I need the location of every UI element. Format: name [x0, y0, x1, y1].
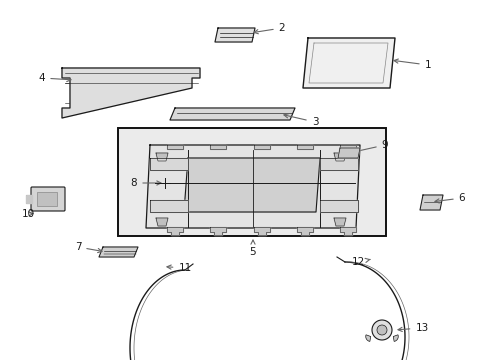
Polygon shape: [333, 153, 346, 161]
Polygon shape: [167, 227, 183, 235]
Polygon shape: [183, 158, 319, 212]
Polygon shape: [339, 145, 355, 149]
Polygon shape: [419, 195, 442, 210]
Polygon shape: [296, 227, 312, 235]
Polygon shape: [209, 227, 225, 235]
Text: 11: 11: [166, 263, 191, 273]
Text: 13: 13: [397, 323, 428, 333]
Polygon shape: [146, 145, 359, 228]
Polygon shape: [319, 158, 357, 170]
Text: 5: 5: [249, 240, 256, 257]
FancyBboxPatch shape: [31, 187, 65, 211]
Circle shape: [376, 325, 386, 335]
Polygon shape: [167, 145, 183, 149]
Polygon shape: [337, 148, 359, 158]
Polygon shape: [156, 153, 168, 161]
Polygon shape: [319, 200, 357, 212]
Polygon shape: [296, 145, 312, 149]
Polygon shape: [253, 145, 269, 149]
Text: 6: 6: [434, 193, 465, 203]
Text: 4: 4: [39, 73, 71, 83]
Text: 8: 8: [130, 178, 161, 188]
Wedge shape: [392, 335, 397, 341]
Polygon shape: [339, 227, 355, 235]
Bar: [118, 128, 385, 236]
Polygon shape: [26, 195, 32, 203]
Text: 9: 9: [352, 140, 387, 153]
Polygon shape: [209, 145, 225, 149]
Polygon shape: [99, 247, 138, 257]
Text: 2: 2: [253, 23, 285, 34]
Text: 12: 12: [351, 257, 369, 267]
Bar: [37, 192, 57, 206]
Polygon shape: [62, 68, 200, 118]
Text: 1: 1: [393, 59, 430, 70]
Polygon shape: [150, 158, 187, 170]
Wedge shape: [365, 335, 370, 341]
Polygon shape: [156, 218, 168, 226]
Polygon shape: [215, 28, 254, 42]
Polygon shape: [170, 108, 294, 120]
Polygon shape: [303, 38, 394, 88]
Circle shape: [371, 320, 391, 340]
Polygon shape: [333, 218, 346, 226]
Polygon shape: [253, 227, 269, 235]
Text: 10: 10: [21, 209, 35, 219]
Text: 3: 3: [284, 114, 318, 127]
Text: 7: 7: [75, 242, 102, 253]
Polygon shape: [150, 200, 187, 212]
